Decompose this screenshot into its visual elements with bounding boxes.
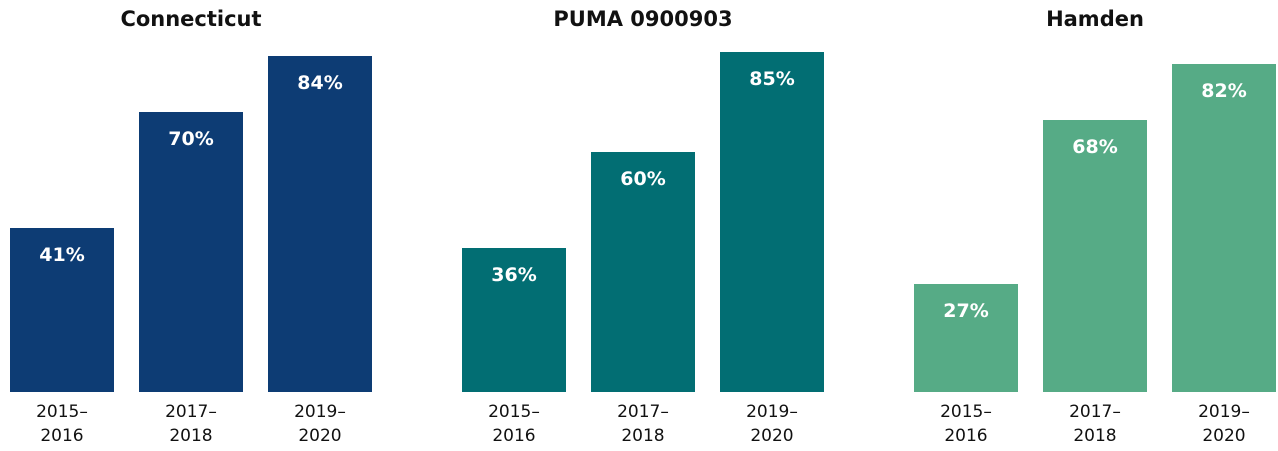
bar — [1043, 120, 1147, 392]
x-tick-label: 2016 — [492, 426, 535, 446]
panel-title: Hamden — [1046, 7, 1144, 31]
x-tick-label: 2015– — [488, 402, 540, 422]
x-tick-label: 2016 — [40, 426, 83, 446]
x-tick-label: 2018 — [169, 426, 212, 446]
x-tick-label: 2015– — [940, 402, 992, 422]
x-tick-label: 2017– — [165, 402, 217, 422]
bar-value-label: 27% — [943, 300, 988, 322]
bar-value-label: 82% — [1201, 80, 1246, 102]
x-tick-label: 2019– — [294, 402, 346, 422]
x-tick-label: 2020 — [1202, 426, 1245, 446]
x-tick-label: 2019– — [746, 402, 798, 422]
x-tick-label: 2020 — [298, 426, 341, 446]
bar-value-label: 85% — [749, 68, 794, 90]
bar — [720, 52, 824, 392]
x-tick-label: 2020 — [750, 426, 793, 446]
chart-panel-1: Connecticut 41% 2015– 2016 70% 2017– 2018 84% 20… — [10, 7, 372, 446]
bar — [268, 56, 372, 392]
chart-panel-3: Hamden 27% 2015– 2016 68% 2017– 2018 82% 2019– 20… — [914, 7, 1276, 446]
bar-value-label: 70% — [168, 128, 213, 150]
bar-value-label: 84% — [297, 72, 342, 94]
x-tick-label: 2015– — [36, 402, 88, 422]
bar — [1172, 64, 1276, 392]
bar — [914, 284, 1018, 392]
x-tick-label: 2017– — [617, 402, 669, 422]
bar-value-label: 36% — [491, 264, 536, 286]
x-tick-label: 2019– — [1198, 402, 1250, 422]
x-tick-label: 2018 — [621, 426, 664, 446]
bar-value-label: 60% — [620, 168, 665, 190]
bar — [139, 112, 243, 392]
x-tick-label: 2016 — [944, 426, 987, 446]
bar-value-label: 68% — [1072, 136, 1117, 158]
x-tick-label: 2018 — [1073, 426, 1116, 446]
panel-title: PUMA 0900903 — [553, 7, 732, 31]
panel-title: Connecticut — [120, 7, 261, 31]
bar — [10, 228, 114, 392]
bar — [591, 152, 695, 392]
bar-value-label: 41% — [39, 244, 84, 266]
bar — [462, 248, 566, 392]
x-tick-label: 2017– — [1069, 402, 1121, 422]
chart-panel-2: PUMA 0900903 36% 2015– 2016 60% 2017– 2018 85% 2… — [462, 7, 824, 446]
